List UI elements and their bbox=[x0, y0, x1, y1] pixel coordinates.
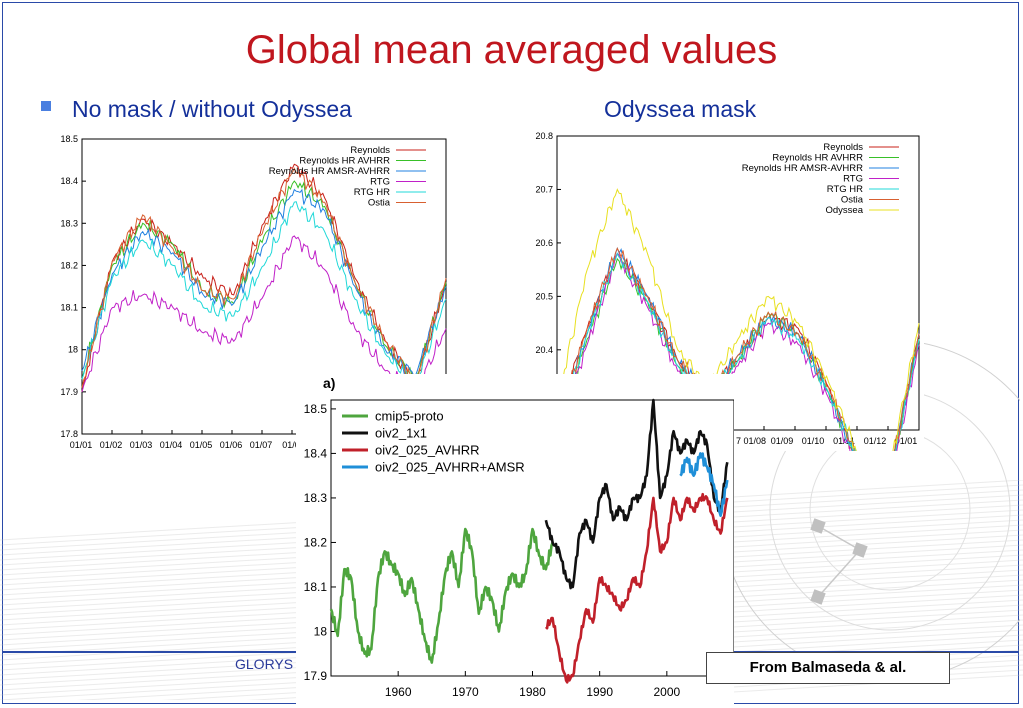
legend-label: RTG HR bbox=[827, 184, 863, 195]
series-line-odyssea bbox=[556, 188, 920, 451]
y-tick-label: 17.9 bbox=[304, 669, 328, 683]
y-tick-label: 18.2 bbox=[60, 260, 78, 270]
y-tick-label: 18.2 bbox=[304, 535, 328, 549]
series-line-reynolds-hr-amsr-avhrr bbox=[81, 188, 447, 377]
legend-label: cmip5-proto bbox=[375, 409, 444, 424]
y-tick-label: 18 bbox=[314, 624, 328, 638]
legend-label: Ostia bbox=[368, 198, 391, 209]
legend-label: Odyssea bbox=[826, 205, 864, 216]
legend-label: oiv2_1x1 bbox=[375, 426, 427, 441]
x-tick-label: 01/06 bbox=[220, 440, 243, 450]
x-tick-label: 1980 bbox=[519, 685, 546, 699]
y-tick-label: 18.4 bbox=[60, 176, 78, 186]
bullet-square-icon bbox=[41, 101, 51, 111]
series-line-rtg-hr bbox=[81, 201, 447, 385]
legend-label: RTG bbox=[843, 174, 863, 185]
series-line-rtg-hr bbox=[556, 252, 920, 451]
legend-label: Reynolds bbox=[350, 145, 390, 156]
legend-label: Ostia bbox=[841, 195, 864, 206]
panel-label: a) bbox=[323, 375, 335, 391]
series-line-oiv2-025-avhrr-amsr bbox=[679, 452, 729, 517]
x-tick-label: 01/02 bbox=[100, 440, 123, 450]
left-chart-heading: No mask / without Odyssea bbox=[72, 96, 352, 122]
legend-label: Reynolds HR AVHRR bbox=[772, 153, 863, 164]
legend-label: RTG HR bbox=[354, 187, 390, 198]
y-tick-label: 20.7 bbox=[535, 184, 553, 194]
series-line-oiv2-1x1 bbox=[544, 398, 729, 590]
x-tick-label: 1960 bbox=[385, 685, 412, 699]
right-chart-plot-frame bbox=[556, 135, 920, 431]
x-tick-label: 1990 bbox=[586, 685, 613, 699]
series-line-cmip5-proto bbox=[329, 527, 554, 664]
right-chart-heading: Odyssea mask bbox=[604, 96, 757, 122]
x-tick-label: 01/01 bbox=[70, 440, 93, 450]
series-line-ostia bbox=[81, 167, 447, 388]
y-tick-label: 18.5 bbox=[60, 134, 78, 144]
y-tick-label: 20.6 bbox=[535, 238, 553, 248]
y-tick-label: 18.1 bbox=[304, 580, 328, 594]
chart-balmaseda: a) 17.9 18 18.1 18.2 18.3 18.4 18.5 1960 1970 1980… bbox=[296, 374, 734, 708]
series-line-rtg bbox=[81, 235, 447, 393]
x-tick-label: 1970 bbox=[452, 685, 479, 699]
y-tick-label: 17.8 bbox=[60, 429, 78, 439]
x-tick-label: 01/10 bbox=[802, 436, 825, 446]
x-tick-label: 01/04 bbox=[160, 440, 183, 450]
x-tick-label: 7 01/08 bbox=[736, 436, 766, 446]
legend-label: oiv2_025_AVHRR+AMSR bbox=[375, 460, 525, 475]
y-tick-label: 17.9 bbox=[60, 387, 78, 397]
y-tick-label: 18 bbox=[68, 345, 78, 355]
y-tick-label: 18.1 bbox=[60, 303, 78, 313]
y-tick-label: 20.4 bbox=[535, 345, 553, 355]
x-tick-label: 01/09 bbox=[771, 436, 794, 446]
x-tick-label: 01/03 bbox=[130, 440, 153, 450]
x-tick-label: 01/01 bbox=[895, 436, 918, 446]
series-line-ostia bbox=[556, 247, 920, 451]
credit-box: From Balmaseda & al. bbox=[706, 652, 950, 684]
x-tick-label: 01/07 bbox=[250, 440, 273, 450]
x-tick-label: 01/12 bbox=[864, 436, 887, 446]
background-stripe bbox=[588, 674, 1023, 700]
y-tick-label: 18.4 bbox=[304, 446, 328, 460]
y-tick-label: 20.5 bbox=[535, 291, 553, 301]
y-tick-label: 20.8 bbox=[535, 131, 553, 141]
y-tick-label: 18.3 bbox=[60, 218, 78, 228]
legend-label: RTG bbox=[370, 177, 390, 188]
y-tick-label: 18.5 bbox=[304, 402, 328, 416]
x-tick-label: 01/0 bbox=[282, 440, 300, 450]
legend-label: Reynolds HR AMSR-AVHRR bbox=[269, 166, 390, 177]
legend-label: oiv2_025_AVHRR bbox=[375, 443, 480, 458]
y-tick-label: 18.3 bbox=[304, 491, 328, 505]
x-tick-label: 2000 bbox=[653, 685, 680, 699]
x-tick-label: 01/05 bbox=[190, 440, 213, 450]
slide-title: Global mean averaged values bbox=[245, 28, 778, 72]
legend-label: Reynolds HR AVHRR bbox=[299, 156, 390, 167]
series-line-oiv2-025-avhrr bbox=[544, 492, 729, 684]
footer-text: GLORYS bbox=[235, 656, 294, 672]
series-line-reynolds-hr-avhrr bbox=[81, 180, 447, 381]
legend-label: Reynolds HR AMSR-AVHRR bbox=[742, 163, 863, 174]
legend-label: Reynolds bbox=[823, 142, 863, 153]
